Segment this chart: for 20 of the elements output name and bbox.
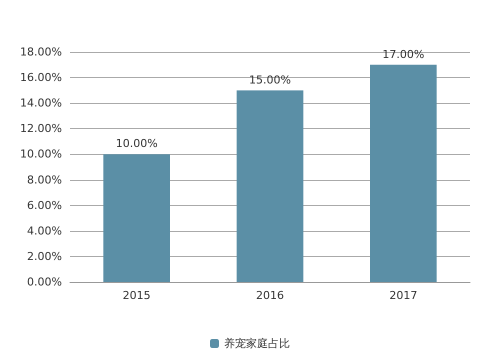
- x-tick-label: 2016: [256, 289, 284, 302]
- y-tick-label: 12.00%: [20, 122, 62, 136]
- y-tick-label: 10.00%: [20, 148, 62, 161]
- bar: [236, 90, 304, 282]
- bar: [103, 154, 170, 282]
- y-tick-label: 14.00%: [20, 96, 62, 110]
- data-label: 15.00%: [249, 73, 291, 86]
- data-label: 17.00%: [382, 48, 424, 61]
- y-tick-label: 6.00%: [27, 198, 62, 212]
- y-tick-label: 0.00%: [27, 276, 62, 288]
- y-tick-label: 2.00%: [27, 250, 62, 263]
- legend-label: 养宠家庭占比: [224, 337, 290, 350]
- y-tick-label: 18.00%: [20, 46, 62, 58]
- bar: [370, 64, 437, 282]
- x-tick-label: 2017: [389, 289, 418, 302]
- y-tick-label: 8.00%: [27, 173, 62, 186]
- y-tick-label: 16.00%: [20, 71, 62, 84]
- y-tick-label: 4.00%: [27, 224, 62, 238]
- x-tick-label: 2015: [122, 289, 151, 302]
- data-label: 10.00%: [116, 137, 158, 150]
